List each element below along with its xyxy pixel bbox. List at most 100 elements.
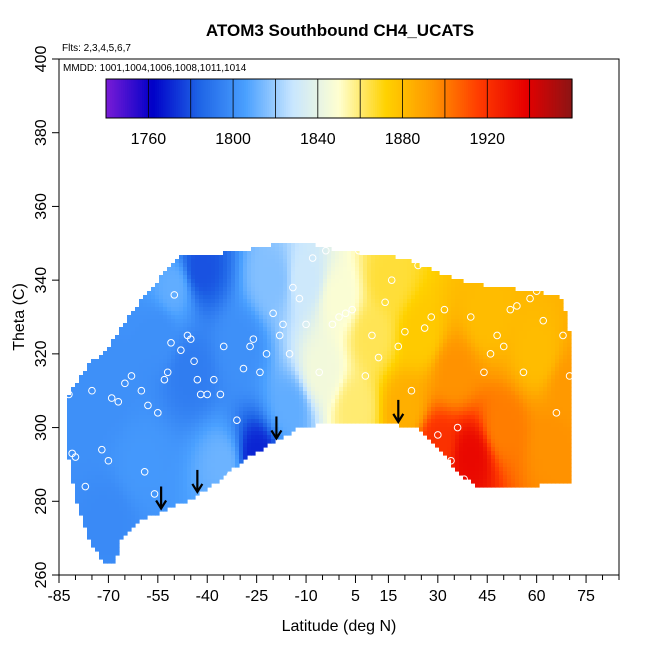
- field-cell: [387, 367, 392, 372]
- field-cell: [71, 455, 76, 460]
- field-cell: [371, 403, 376, 408]
- field-cell: [287, 423, 292, 428]
- field-cell: [131, 359, 136, 364]
- field-cell: [299, 355, 304, 360]
- field-cell: [231, 403, 236, 408]
- field-cell: [387, 299, 392, 304]
- field-cell: [279, 379, 284, 384]
- field-cell: [171, 503, 176, 508]
- field-cell: [87, 459, 92, 464]
- field-cell: [295, 391, 300, 396]
- field-cell: [159, 443, 164, 448]
- field-cell: [135, 503, 140, 508]
- field-cell: [435, 427, 440, 432]
- field-cell: [195, 403, 200, 408]
- field-cell: [263, 307, 268, 312]
- field-cell: [331, 355, 336, 360]
- field-cell: [351, 271, 356, 276]
- field-cell: [359, 259, 364, 264]
- field-cell: [179, 447, 184, 452]
- field-cell: [159, 475, 164, 480]
- field-cell: [463, 383, 468, 388]
- field-cell: [235, 299, 240, 304]
- field-cell: [175, 267, 180, 272]
- field-cell: [467, 451, 472, 456]
- field-cell: [115, 503, 120, 508]
- field-cell: [439, 427, 444, 432]
- field-cell: [191, 455, 196, 460]
- field-cell: [139, 355, 144, 360]
- field-cell: [103, 535, 108, 540]
- field-cell: [211, 467, 216, 472]
- field-cell: [303, 355, 308, 360]
- field-cell: [459, 367, 464, 372]
- field-cell: [235, 327, 240, 332]
- field-cell: [463, 463, 468, 468]
- field-cell: [347, 399, 352, 404]
- field-cell: [279, 299, 284, 304]
- field-cell: [175, 419, 180, 424]
- field-cell: [75, 491, 80, 496]
- field-cell: [375, 343, 380, 348]
- field-cell: [267, 271, 272, 276]
- field-cell: [147, 471, 152, 476]
- field-cell: [263, 247, 268, 252]
- field-cell: [203, 311, 208, 316]
- field-cell: [155, 451, 160, 456]
- field-cell: [447, 403, 452, 408]
- field-cell: [295, 243, 300, 248]
- field-cell: [455, 455, 460, 460]
- field-cell: [223, 443, 228, 448]
- field-cell: [331, 391, 336, 396]
- field-cell: [215, 459, 220, 464]
- field-cell: [155, 415, 160, 420]
- field-cell: [139, 415, 144, 420]
- field-cell: [291, 267, 296, 272]
- field-cell: [83, 471, 88, 476]
- field-cell: [107, 359, 112, 364]
- field-cell: [459, 435, 464, 440]
- field-cell: [475, 319, 480, 324]
- field-cell: [219, 323, 224, 328]
- field-cell: [143, 403, 148, 408]
- field-cell: [375, 327, 380, 332]
- field-cell: [459, 415, 464, 420]
- field-cell: [391, 259, 396, 264]
- field-cell: [279, 283, 284, 288]
- field-cell: [423, 295, 428, 300]
- field-cell: [147, 307, 152, 312]
- field-cell: [355, 387, 360, 392]
- field-cell: [295, 295, 300, 300]
- field-cell: [451, 351, 456, 356]
- field-cell: [419, 363, 424, 368]
- field-cell: [75, 459, 80, 464]
- field-cell: [271, 295, 276, 300]
- field-cell: [427, 407, 432, 412]
- field-cell: [451, 371, 456, 376]
- field-cell: [155, 419, 160, 424]
- field-cell: [143, 399, 148, 404]
- field-cell: [87, 535, 92, 540]
- field-cell: [123, 327, 128, 332]
- field-cell: [439, 283, 444, 288]
- field-cell: [239, 311, 244, 316]
- field-cell: [367, 407, 372, 412]
- field-cell: [291, 303, 296, 308]
- field-cell: [307, 259, 312, 264]
- field-cell: [147, 411, 152, 416]
- field-cell: [275, 303, 280, 308]
- field-cell: [143, 319, 148, 324]
- field-cell: [315, 307, 320, 312]
- field-cell: [171, 295, 176, 300]
- field-cell: [127, 503, 132, 508]
- field-cell: [223, 415, 228, 420]
- field-cell: [423, 399, 428, 404]
- field-cell: [475, 347, 480, 352]
- field-cell: [135, 363, 140, 368]
- field-cell: [123, 347, 128, 352]
- field-cell: [375, 355, 380, 360]
- field-cell: [327, 255, 332, 260]
- field-cell: [267, 427, 272, 432]
- field-cell: [259, 327, 264, 332]
- field-cell: [143, 391, 148, 396]
